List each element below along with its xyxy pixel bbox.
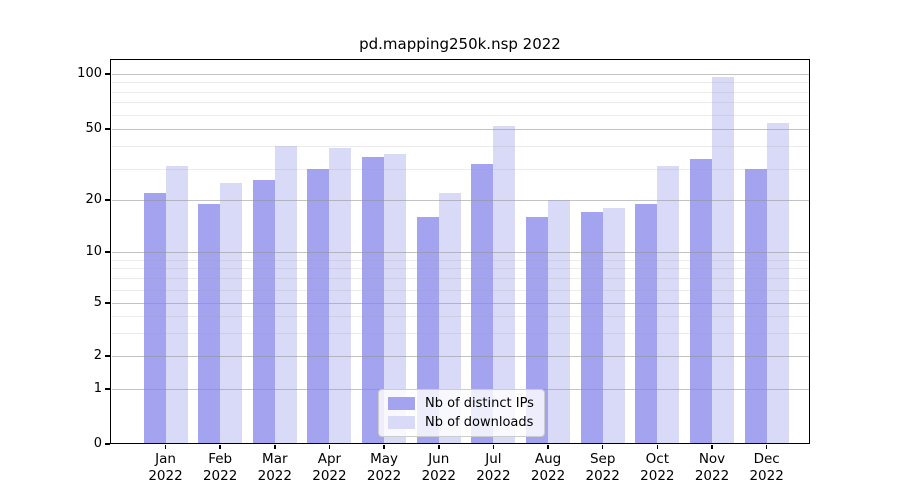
bar-distinct-ips-dec <box>744 168 767 443</box>
bar-downloads-dec <box>766 122 789 443</box>
x-tick-label-jan: Jan 2022 <box>148 451 183 484</box>
gridline-10 <box>111 252 809 253</box>
bar-distinct-ips-sep <box>580 212 603 443</box>
y-tick-mark-2 <box>104 355 110 357</box>
y-tick-label-10: 10 <box>85 244 102 259</box>
x-tick-label-oct: Oct 2022 <box>640 451 675 484</box>
y-tick-mark-1 <box>104 388 110 390</box>
minor-gridline-30 <box>111 168 809 170</box>
x-tick-mark-may <box>383 444 385 449</box>
y-tick-label-5: 5 <box>93 295 102 310</box>
bar-distinct-ips-aug <box>526 216 549 443</box>
x-tick-mark-jan <box>164 444 167 449</box>
y-tick-label-2: 2 <box>93 348 102 363</box>
x-tick-label-feb: Feb 2022 <box>202 451 238 484</box>
minor-gridline-9 <box>111 259 809 261</box>
x-tick-mark-oct <box>656 444 659 449</box>
minor-gridline-90 <box>111 82 809 84</box>
y-tick-mark-20 <box>104 199 110 201</box>
gridline-50 <box>111 129 809 130</box>
bar-downloads-oct <box>657 166 680 443</box>
x-tick-label-jun: Jun 2022 <box>421 451 456 484</box>
x-tick-mark-apr <box>328 444 331 449</box>
minor-gridline-60 <box>111 114 809 116</box>
y-tick-mark-50 <box>104 128 110 130</box>
y-tick-label-100: 100 <box>77 66 102 81</box>
bar-downloads-nov <box>712 77 734 443</box>
bar-distinct-ips-feb <box>198 203 221 443</box>
x-tick-label-may: May 2022 <box>366 451 402 484</box>
y-tick-label-20: 20 <box>85 192 102 207</box>
x-tick-mark-dec <box>765 444 768 449</box>
x-tick-label-mar: Mar 2022 <box>257 451 292 484</box>
minor-gridline-3 <box>111 332 809 334</box>
y-tick-mark-5 <box>104 302 110 304</box>
x-tick-mark-jun <box>438 444 440 449</box>
x-tick-mark-feb <box>219 444 221 449</box>
minor-gridline-70 <box>111 102 809 104</box>
bar-distinct-ips-mar <box>252 179 275 443</box>
x-tick-label-jul: Jul 2022 <box>476 451 511 484</box>
bar-downloads-sep <box>602 207 625 443</box>
x-tick-mark-mar <box>274 444 276 449</box>
legend-swatch-downloads <box>388 416 415 429</box>
bar-downloads-may <box>384 154 407 443</box>
bar-downloads-mar <box>274 146 297 443</box>
gridline-5 <box>111 303 809 304</box>
x-tick-label-apr: Apr 2022 <box>312 451 347 484</box>
x-tick-mark-jul <box>492 444 495 449</box>
x-tick-label-aug: Aug 2022 <box>530 451 566 484</box>
x-tick-mark-nov <box>711 444 713 449</box>
gridline-20 <box>111 200 809 201</box>
minor-gridline-8 <box>111 268 809 270</box>
x-tick-label-dec: Dec 2022 <box>749 451 784 484</box>
y-tick-mark-100 <box>104 73 110 75</box>
bar-distinct-ips-jan <box>143 192 166 443</box>
gridline-2 <box>111 356 809 357</box>
y-tick-label-1: 1 <box>93 381 102 396</box>
minor-gridline-40 <box>111 146 809 148</box>
x-tick-label-nov: Nov 2022 <box>694 451 730 484</box>
bar-downloads-feb <box>220 182 243 443</box>
legend-label-distinct-ips: Nb of distinct IPs <box>425 396 534 411</box>
bar-downloads-aug <box>548 200 571 443</box>
y-tick-mark-10 <box>104 251 110 253</box>
minor-gridline-7 <box>111 278 809 280</box>
bar-distinct-ips-jun <box>416 216 439 443</box>
legend-label-downloads: Nb of downloads <box>425 415 534 430</box>
minor-gridline-4 <box>111 315 809 317</box>
legend: Nb of distinct IPs Nb of downloads <box>378 389 545 437</box>
x-tick-mark-aug <box>547 444 549 449</box>
bar-distinct-ips-oct <box>635 203 658 443</box>
bar-distinct-ips-nov <box>690 158 712 443</box>
bar-downloads-jul <box>493 125 516 443</box>
minor-gridline-80 <box>111 91 809 93</box>
bar-downloads-apr <box>329 148 352 443</box>
y-tick-label-50: 50 <box>85 121 102 136</box>
bar-distinct-ips-may <box>362 156 385 443</box>
y-tick-mark-0 <box>104 443 110 445</box>
x-tick-label-sep: Sep 2022 <box>585 451 620 484</box>
minor-gridline-6 <box>111 289 809 291</box>
bar-distinct-ips-apr <box>307 168 330 443</box>
x-tick-mark-sep <box>601 444 604 449</box>
legend-item-distinct-ips: Nb of distinct IPs <box>388 394 538 413</box>
bar-downloads-jan <box>165 166 188 443</box>
gridline-100 <box>111 74 809 75</box>
legend-item-downloads: Nb of downloads <box>388 413 538 432</box>
y-tick-label-0: 0 <box>93 436 102 451</box>
chart-title: pd.mapping250k.nsp 2022 <box>359 35 561 53</box>
bar-downloads-jun <box>438 192 461 443</box>
legend-swatch-distinct-ips <box>388 397 415 410</box>
